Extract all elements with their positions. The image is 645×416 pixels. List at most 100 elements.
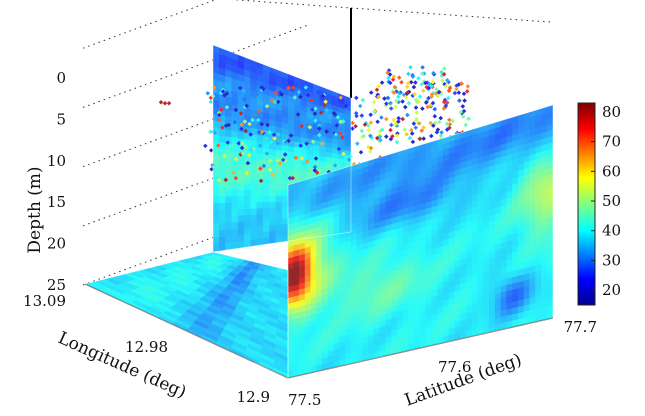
back-slice-cell: [213, 237, 220, 246]
floor-slice-cell: [262, 293, 273, 302]
back-slice-cell: [244, 196, 252, 204]
back-slice-cell: [269, 236, 277, 245]
floor-slice-cell: [236, 330, 252, 341]
observation-point: [358, 150, 364, 155]
floor-slice-cell: [273, 362, 288, 375]
observation-point: [464, 89, 470, 94]
back-slice-cell: [237, 112, 245, 122]
floor-slice-cell: [170, 291, 187, 300]
back-slice-cell: [225, 169, 233, 178]
observation-point: [417, 94, 423, 99]
floor-slice-cell: [230, 312, 245, 322]
colorbar-tick-label: 70: [602, 133, 621, 151]
floor-slice-cell: [207, 278, 221, 285]
back-slice-cell: [294, 147, 302, 155]
floor-slice-cell: [252, 294, 263, 302]
floor-slice-cell: [238, 282, 250, 289]
floor-slice-cell: [228, 282, 240, 289]
back-slice-cell: [269, 230, 277, 239]
back-slice-cell: [275, 178, 283, 186]
floor-slice-cell: [216, 337, 234, 349]
floor-slice-cell: [177, 316, 195, 327]
back-slice-cell: [237, 157, 245, 166]
floor-slice-cell: [219, 308, 234, 317]
back-slice-cell: [237, 189, 245, 198]
floor-slice-cell: [209, 322, 226, 333]
back-slice-cell: [237, 202, 245, 211]
back-slice-cell: [275, 173, 283, 181]
floor-slice-cell: [258, 360, 275, 372]
floor-slice-cell: [233, 337, 250, 348]
back-slice-cell: [256, 159, 264, 168]
floor-slice-cell: [140, 276, 158, 283]
observation-point: [438, 115, 443, 121]
floor-slice-cell: [225, 322, 241, 332]
floor-slice-cell: [185, 309, 203, 318]
back-slice-cell: [250, 226, 258, 235]
floor-slice-cell: [182, 276, 197, 283]
floor-slice-cell: [153, 302, 172, 312]
floor-slice-cell: [234, 306, 248, 316]
observation-point: [420, 106, 425, 111]
floor-slice-cell: [232, 340, 249, 352]
floor-slice-cell: [176, 264, 191, 270]
back-slice-cell: [225, 183, 233, 191]
floor-slice-cell: [182, 296, 199, 305]
back-slice-cell: [262, 225, 270, 234]
back-slice-cell: [219, 243, 227, 252]
floor-slice-cell: [257, 308, 270, 317]
floor-slice-cell: [208, 303, 223, 312]
floor-slice-cell: [254, 318, 268, 328]
back-slice-cell: [281, 133, 289, 142]
floor-slice-cell: [251, 329, 266, 339]
back-slice-cell: [219, 229, 227, 239]
floor-slice-cell: [220, 331, 237, 342]
floor-slice-cell: [229, 316, 244, 325]
floor-slice-cell: [272, 285, 282, 293]
back-slice-cell: [244, 233, 252, 242]
back-slice-cell: [225, 202, 233, 211]
floor-slice-cell: [246, 307, 259, 316]
back-slice-cell: [219, 236, 227, 246]
back-slice-cell: [250, 233, 258, 242]
floor-slice-cell: [143, 294, 162, 303]
observation-point: [409, 127, 414, 133]
floor-slice-cell: [215, 314, 231, 324]
back-slice-cell: [250, 171, 258, 179]
floor-slice-cell: [151, 290, 169, 299]
floor-slice-cell: [178, 259, 192, 264]
observation-point: [360, 97, 366, 103]
floor-slice-cell: [203, 309, 219, 318]
observation-point: [410, 139, 416, 145]
observation-point: [396, 94, 401, 99]
floor-slice-cell: [162, 285, 180, 293]
back-slice-cell: [269, 225, 277, 233]
floor-slice-cell: [193, 264, 207, 270]
back-slice-cell: [288, 146, 296, 154]
floor-slice-cell: [229, 347, 247, 359]
floor-slice-cell: [138, 285, 157, 294]
observation-point: [366, 127, 371, 133]
floor-slice-cell: [255, 287, 266, 295]
observation-point: [359, 128, 365, 134]
back-slice-cell: [262, 219, 270, 228]
observation-point: [368, 112, 373, 118]
colorbar-tick-label: 80: [602, 103, 621, 121]
back-slice-cell: [281, 196, 289, 203]
back-slice-cell: [269, 213, 277, 221]
floor-slice-cell: [213, 298, 228, 307]
floor-slice-cell: [245, 288, 256, 296]
observation-point: [404, 84, 410, 90]
back-slice-cell: [256, 220, 264, 228]
back-slice-cell: [262, 154, 270, 162]
floor-slice-cell: [239, 324, 254, 334]
back-slice-cell: [213, 155, 220, 164]
floor-slice-cell: [275, 343, 288, 354]
back-slice-cell: [213, 182, 220, 191]
observation-point: [444, 121, 450, 127]
floor-slice-cell: [163, 296, 181, 305]
floor-slice-cell: [184, 283, 200, 291]
back-slice-cell: [250, 239, 258, 248]
floor-slice-cell: [194, 301, 210, 310]
